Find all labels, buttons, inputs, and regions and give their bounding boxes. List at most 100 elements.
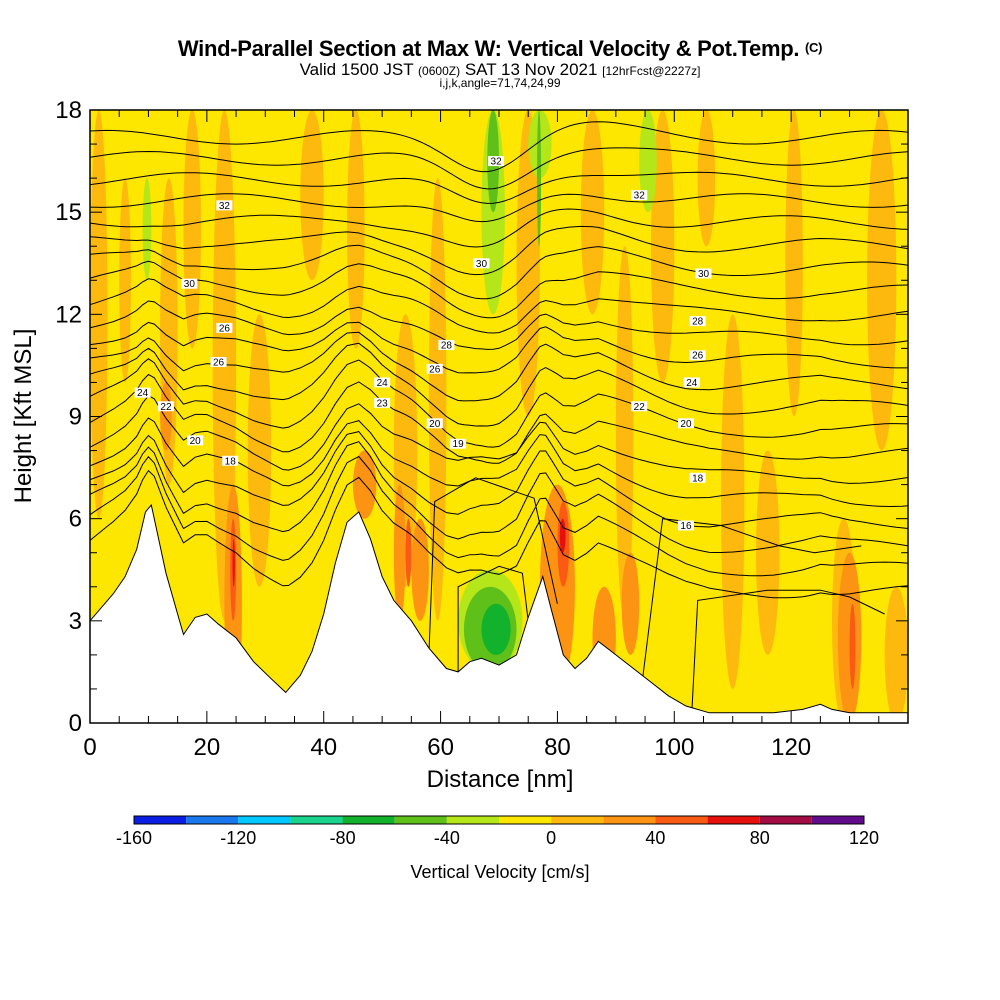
- contour-label-bg: [450, 438, 467, 449]
- y-tick-label: 0: [69, 710, 82, 737]
- velocity-cell: [232, 539, 235, 587]
- velocity-cell: [247, 314, 272, 587]
- contour-label: 26: [219, 323, 231, 334]
- contour-label-bg: [683, 377, 700, 388]
- x-tick-label: 100: [654, 734, 694, 761]
- contour-label-bg: [374, 377, 391, 388]
- theta-contour-line: [90, 469, 908, 599]
- theta-contour-line: [90, 431, 908, 529]
- theta-contour-line: [90, 342, 908, 427]
- contour-label: 26: [692, 351, 704, 362]
- colorbar-tick-label: -160: [116, 828, 152, 848]
- colorbar-swatch: [551, 816, 604, 824]
- contour-label: 30: [184, 279, 196, 290]
- contour-label-bg: [216, 322, 233, 333]
- y-tick-label: 6: [69, 506, 82, 533]
- theta-contour-line: [90, 300, 908, 350]
- colorbar-swatch: [290, 816, 343, 824]
- contour-label: 20: [429, 419, 441, 430]
- velocity-cell: [536, 110, 542, 247]
- velocity-cell: [650, 110, 675, 383]
- velocity-cell: [837, 552, 862, 723]
- colorbar-frame: [133, 815, 865, 825]
- velocity-cell: [639, 110, 657, 213]
- contour-label: 32: [491, 157, 503, 168]
- theta-contour-line: [90, 193, 908, 223]
- contour-label: 24: [137, 388, 149, 399]
- contour-label-bg: [631, 190, 648, 201]
- theta-contour-line: [90, 147, 908, 190]
- colorbar-swatch: [759, 816, 812, 824]
- contour-label: 28: [692, 317, 704, 328]
- theta-contour-line: [90, 395, 908, 484]
- contour-label-bg: [631, 401, 648, 412]
- contour-label-bg: [677, 418, 694, 429]
- x-tick-label: 40: [310, 734, 337, 761]
- colorbar-swatch: [238, 816, 291, 824]
- theta-contour-line: [90, 278, 908, 334]
- contour-label-bg: [374, 397, 391, 408]
- theta-contour-line: [90, 441, 908, 553]
- contour-label-bg: [222, 455, 239, 466]
- contour-label-bg: [488, 156, 505, 167]
- colorbar-title: Vertical Velocity [cm/s]: [410, 862, 590, 882]
- theta-contour-line: [90, 121, 908, 173]
- contour-label-bg: [438, 339, 455, 350]
- theta-contour-line: [90, 321, 908, 374]
- theta-contours: [90, 121, 908, 713]
- contour-label-bg: [473, 258, 490, 269]
- velocity-cell: [785, 110, 803, 417]
- valid-time: Valid 1500 JST: [299, 60, 414, 79]
- theta-contour-line: [90, 225, 908, 276]
- chart-title-text: Wind-Parallel Section at Max W: Vertical…: [177, 36, 800, 61]
- colorbar-swatch: [134, 816, 187, 824]
- chart-subtitle: Valid 1500 JST (0600Z) SAT 13 Nov 2021 […: [0, 60, 1000, 80]
- contour-label: 32: [219, 201, 231, 212]
- contour-label: 28: [441, 340, 453, 351]
- chart-title-mark: (C): [804, 40, 823, 55]
- contour-label-bg: [426, 363, 443, 374]
- contour-label: 22: [634, 402, 646, 413]
- theta-contour-loop: [457, 565, 529, 672]
- velocity-cell: [119, 178, 131, 383]
- velocity-cell: [300, 110, 324, 281]
- contour-label: 16: [680, 521, 692, 532]
- theta-contour-line: [90, 260, 908, 319]
- contour-label: 26: [213, 358, 225, 369]
- contour-label: 24: [377, 378, 389, 389]
- colorbar-tick-label: 80: [750, 828, 770, 848]
- x-tick-label: 120: [771, 734, 811, 761]
- theta-contour-line: [90, 171, 908, 204]
- colorbar-swatch: [342, 816, 395, 824]
- velocity-cell: [411, 518, 429, 621]
- velocity-cell: [393, 484, 406, 621]
- contour-label-bg: [695, 268, 712, 279]
- velocity-cell: [580, 110, 605, 315]
- valid-date: SAT 13 Nov 2021: [464, 60, 598, 79]
- y-tick-label: 18: [55, 97, 82, 124]
- contour-label-bg: [677, 520, 694, 531]
- velocity-cell: [849, 603, 856, 689]
- contour-label-bg: [689, 472, 706, 483]
- contour-labels: 32 30 26 26 24 22 20 18 32 30 28 26 24 23 20 19 32 30 28 26…: [134, 156, 712, 532]
- velocity-cell: [142, 178, 152, 281]
- colorbar-tick-label: -40: [434, 828, 460, 848]
- velocity-cell: [621, 552, 640, 655]
- theta-contour-line: [90, 244, 908, 300]
- y-tick-label: 12: [55, 301, 82, 328]
- theta-contour-loop: [691, 589, 885, 713]
- contour-label: 20: [190, 436, 202, 447]
- axes: 0 20 40 60 80 100 120 0 3 6 9 12 15 18: [55, 97, 909, 761]
- velocity-cell: [405, 518, 412, 587]
- colorbar-swatch: [707, 816, 760, 824]
- colorbar-swatch: [655, 816, 708, 824]
- contour-label: 19: [453, 439, 465, 450]
- velocity-cell: [615, 246, 634, 621]
- valid-utc: (0600Z): [418, 64, 461, 78]
- contour-label-bg: [157, 401, 174, 412]
- velocity-cell: [559, 518, 566, 553]
- x-axis-title: Distance [nm]: [426, 766, 574, 793]
- x-tick-label: 20: [194, 734, 221, 761]
- colorbar-tick-label: -80: [330, 828, 356, 848]
